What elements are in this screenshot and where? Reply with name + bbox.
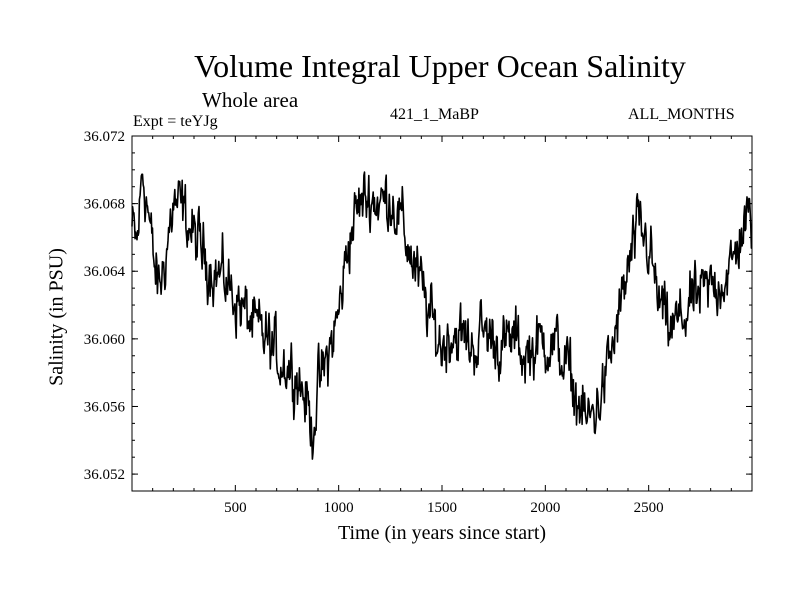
x-tick-label: 500 xyxy=(224,500,247,516)
x-axis-label: Time (in years since start) xyxy=(337,522,547,544)
x-tick-label: 2500 xyxy=(634,500,664,516)
y-tick-label: 36.072 xyxy=(84,129,125,145)
chart-title: Volume Integral Upper Ocean Salinity xyxy=(194,48,686,84)
y-tick-label: 36.056 xyxy=(84,399,126,415)
x-tick-label: 2000 xyxy=(530,500,560,516)
experiment-label: Expt = teYJg xyxy=(133,113,218,130)
chart-subtitle: Whole area xyxy=(202,88,299,112)
salinity-line xyxy=(131,171,753,460)
y-tick-label: 36.060 xyxy=(84,332,125,348)
x-tick-label: 1000 xyxy=(324,500,354,516)
period-label: ALL_MONTHS xyxy=(628,106,735,123)
axis-ticks: 36.052 36.056 36.060 36.064 36.068 36.072 500 1… xyxy=(84,129,752,516)
run-label: 421_1_MaBP xyxy=(390,106,479,123)
y-tick-label: 36.064 xyxy=(84,264,126,280)
data-series xyxy=(131,171,753,460)
y-tick-label: 36.052 xyxy=(84,467,125,483)
x-tick-label: 1500 xyxy=(427,500,457,516)
y-tick-label: 36.068 xyxy=(84,197,125,213)
plot-frame xyxy=(131,135,753,492)
